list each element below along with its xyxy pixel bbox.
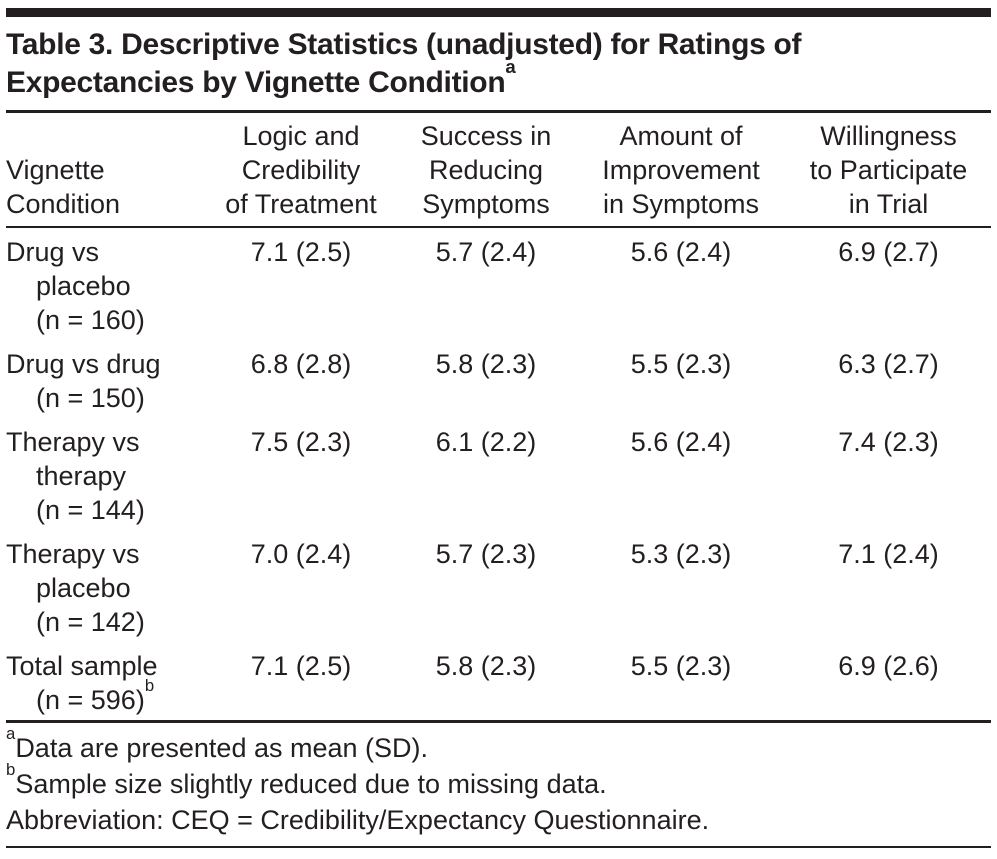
- condition-line: placebo: [36, 573, 131, 603]
- header-line: Logic and: [242, 121, 360, 151]
- condition-n-text: (n = 596): [36, 685, 145, 715]
- condition-line: Therapy vs: [6, 427, 140, 457]
- footnote-a: aData are presented as mean (SD).: [6, 726, 991, 766]
- value-cell: 5.6 (2.4): [630, 237, 732, 267]
- table-row-therapy-vs-placebo: Therapy vs placebo (n = 142) 7.0 (2.4) 5…: [6, 530, 991, 642]
- header-willingness-participate: Willingness to Participate in Trial: [786, 113, 991, 228]
- table-title-line-2: Expectancies by Vignette Conditiona: [6, 57, 991, 102]
- header-line: Symptoms: [422, 189, 550, 219]
- value-cell: 6.9 (2.7): [838, 237, 939, 267]
- table-row-total-sample: Total sample (n = 596)b 7.1 (2.5) 5.8 (2…: [6, 642, 991, 723]
- header-vignette-condition: Vignette Condition: [6, 113, 206, 228]
- value-cell: 7.1 (2.5): [206, 642, 396, 723]
- value-cell: 6.8 (2.8): [250, 349, 352, 379]
- row-footnote-marker: b: [144, 676, 155, 696]
- top-rule: [6, 8, 991, 17]
- header-line: Amount of: [619, 121, 743, 151]
- condition-line: Drug vs: [6, 237, 100, 267]
- header-line: in Trial: [848, 189, 929, 219]
- condition-line: placebo: [36, 271, 131, 301]
- value-cell: 5.8 (2.3): [396, 642, 576, 723]
- footnote-text: Abbreviation: CEQ = Credibility/Expectan…: [6, 805, 710, 835]
- value-cell: 6.9 (2.6): [786, 642, 991, 723]
- condition-n-line: (n = 596)b: [6, 678, 206, 717]
- footnote-marker: a: [6, 724, 16, 744]
- footnote-b: bSample size slightly reduced due to mis…: [6, 762, 991, 802]
- header-line: Reducing: [428, 155, 544, 185]
- header-logic-credibility: Logic and Credibility of Treatment: [206, 113, 396, 228]
- table-footnotes: aData are presented as mean (SD). bSampl…: [6, 723, 991, 848]
- condition-n-line: (n = 142): [36, 607, 145, 637]
- value-cell: 7.1 (2.4): [838, 539, 939, 569]
- condition-cell: Therapy vs placebo (n = 142): [6, 530, 206, 642]
- value-cell: 7.1 (2.5): [250, 237, 352, 267]
- header-line: of Treatment: [225, 189, 377, 219]
- table-title: Table 3. Descriptive Statistics (unadjus…: [6, 26, 991, 113]
- value-cell: 5.3 (2.3): [630, 539, 732, 569]
- condition-line: Therapy vs: [6, 539, 140, 569]
- header-line: Condition: [6, 189, 121, 219]
- footnote-abbreviation: Abbreviation: CEQ = Credibility/Expectan…: [6, 802, 991, 838]
- header-line: Willingness: [820, 121, 957, 151]
- condition-n-line: (n = 160): [36, 305, 145, 335]
- value-cell: 5.7 (2.4): [435, 237, 537, 267]
- descriptive-statistics-table: Vignette Condition Logic and Credibility…: [6, 113, 991, 723]
- condition-line: Total sample: [6, 651, 158, 681]
- condition-line: therapy: [36, 461, 127, 491]
- header-line: Vignette: [6, 155, 105, 185]
- header-line: Credibility: [241, 155, 361, 185]
- condition-line: Drug vs drug: [6, 349, 161, 379]
- value-cell: 6.3 (2.7): [838, 349, 939, 379]
- header-row: Vignette Condition Logic and Credibility…: [6, 113, 991, 228]
- value-cell: 5.6 (2.4): [630, 427, 732, 457]
- value-cell: 6.1 (2.2): [435, 427, 537, 457]
- title-footnote-marker: a: [505, 55, 516, 77]
- table-row-drug-vs-drug: Drug vs drug (n = 150) 6.8 (2.8) 5.8 (2.…: [6, 340, 991, 418]
- condition-n-line: (n = 144): [36, 495, 145, 525]
- condition-cell: Drug vs placebo (n = 160): [6, 227, 206, 340]
- table-row-therapy-vs-therapy: Therapy vs therapy (n = 144) 7.5 (2.3) 6…: [6, 418, 991, 530]
- value-cell: 5.5 (2.3): [576, 642, 786, 723]
- footnote-marker: b: [6, 760, 16, 780]
- header-line: Success in: [420, 121, 552, 151]
- value-cell: 7.4 (2.3): [838, 427, 939, 457]
- value-cell: 7.5 (2.3): [250, 427, 352, 457]
- table-header: Vignette Condition Logic and Credibility…: [6, 113, 991, 228]
- condition-cell: Total sample (n = 596)b: [6, 642, 206, 723]
- header-line: in Symptoms: [602, 189, 760, 219]
- value-cell: 5.7 (2.3): [435, 539, 537, 569]
- value-cell: 5.8 (2.3): [435, 349, 537, 379]
- footnote-text: Data are presented as mean (SD).: [15, 733, 429, 763]
- condition-cell: Therapy vs therapy (n = 144): [6, 418, 206, 530]
- header-line: Improvement: [602, 155, 760, 185]
- footnote-text: Sample size slightly reduced due to miss…: [15, 769, 607, 799]
- table-title-line-2-text: Expectancies by Vignette Condition: [6, 66, 506, 99]
- value-cell: 7.0 (2.4): [250, 539, 352, 569]
- condition-cell: Drug vs drug (n = 150): [6, 340, 206, 418]
- header-success-reducing: Success in Reducing Symptoms: [396, 113, 576, 228]
- value-cell: 5.5 (2.3): [630, 349, 732, 379]
- condition-n-line: (n = 150): [36, 383, 145, 413]
- header-amount-improvement: Amount of Improvement in Symptoms: [576, 113, 786, 228]
- table-body: Drug vs placebo (n = 160) 7.1 (2.5) 5.7 …: [6, 227, 991, 723]
- table-title-line-1: Table 3. Descriptive Statistics (unadjus…: [6, 28, 802, 61]
- table-row-drug-vs-placebo: Drug vs placebo (n = 160) 7.1 (2.5) 5.7 …: [6, 227, 991, 340]
- header-line: to Participate: [809, 155, 968, 185]
